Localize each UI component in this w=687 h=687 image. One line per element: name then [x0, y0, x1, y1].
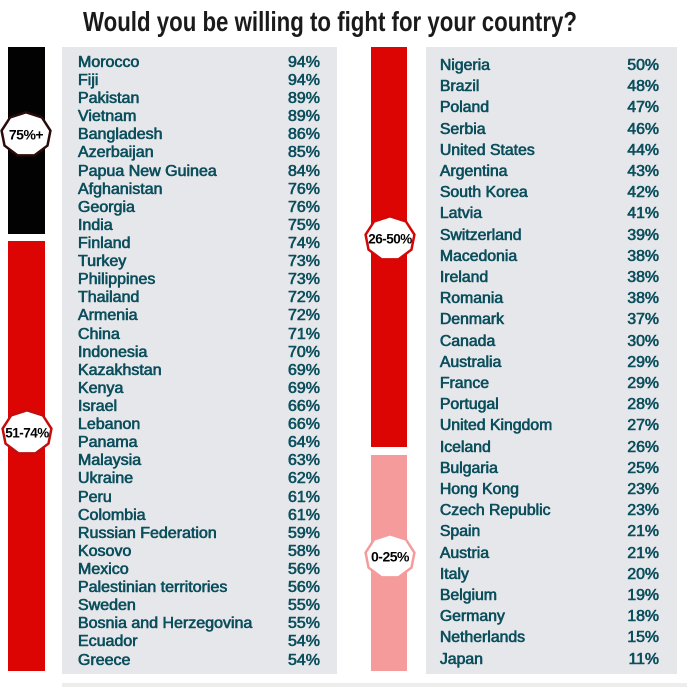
svg-text:0-25%: 0-25% [371, 548, 410, 564]
svg-text:75%+: 75%+ [9, 126, 44, 142]
svg-text:26-50%: 26-50% [369, 232, 413, 247]
svg-text:51-74%: 51-74% [5, 425, 49, 440]
